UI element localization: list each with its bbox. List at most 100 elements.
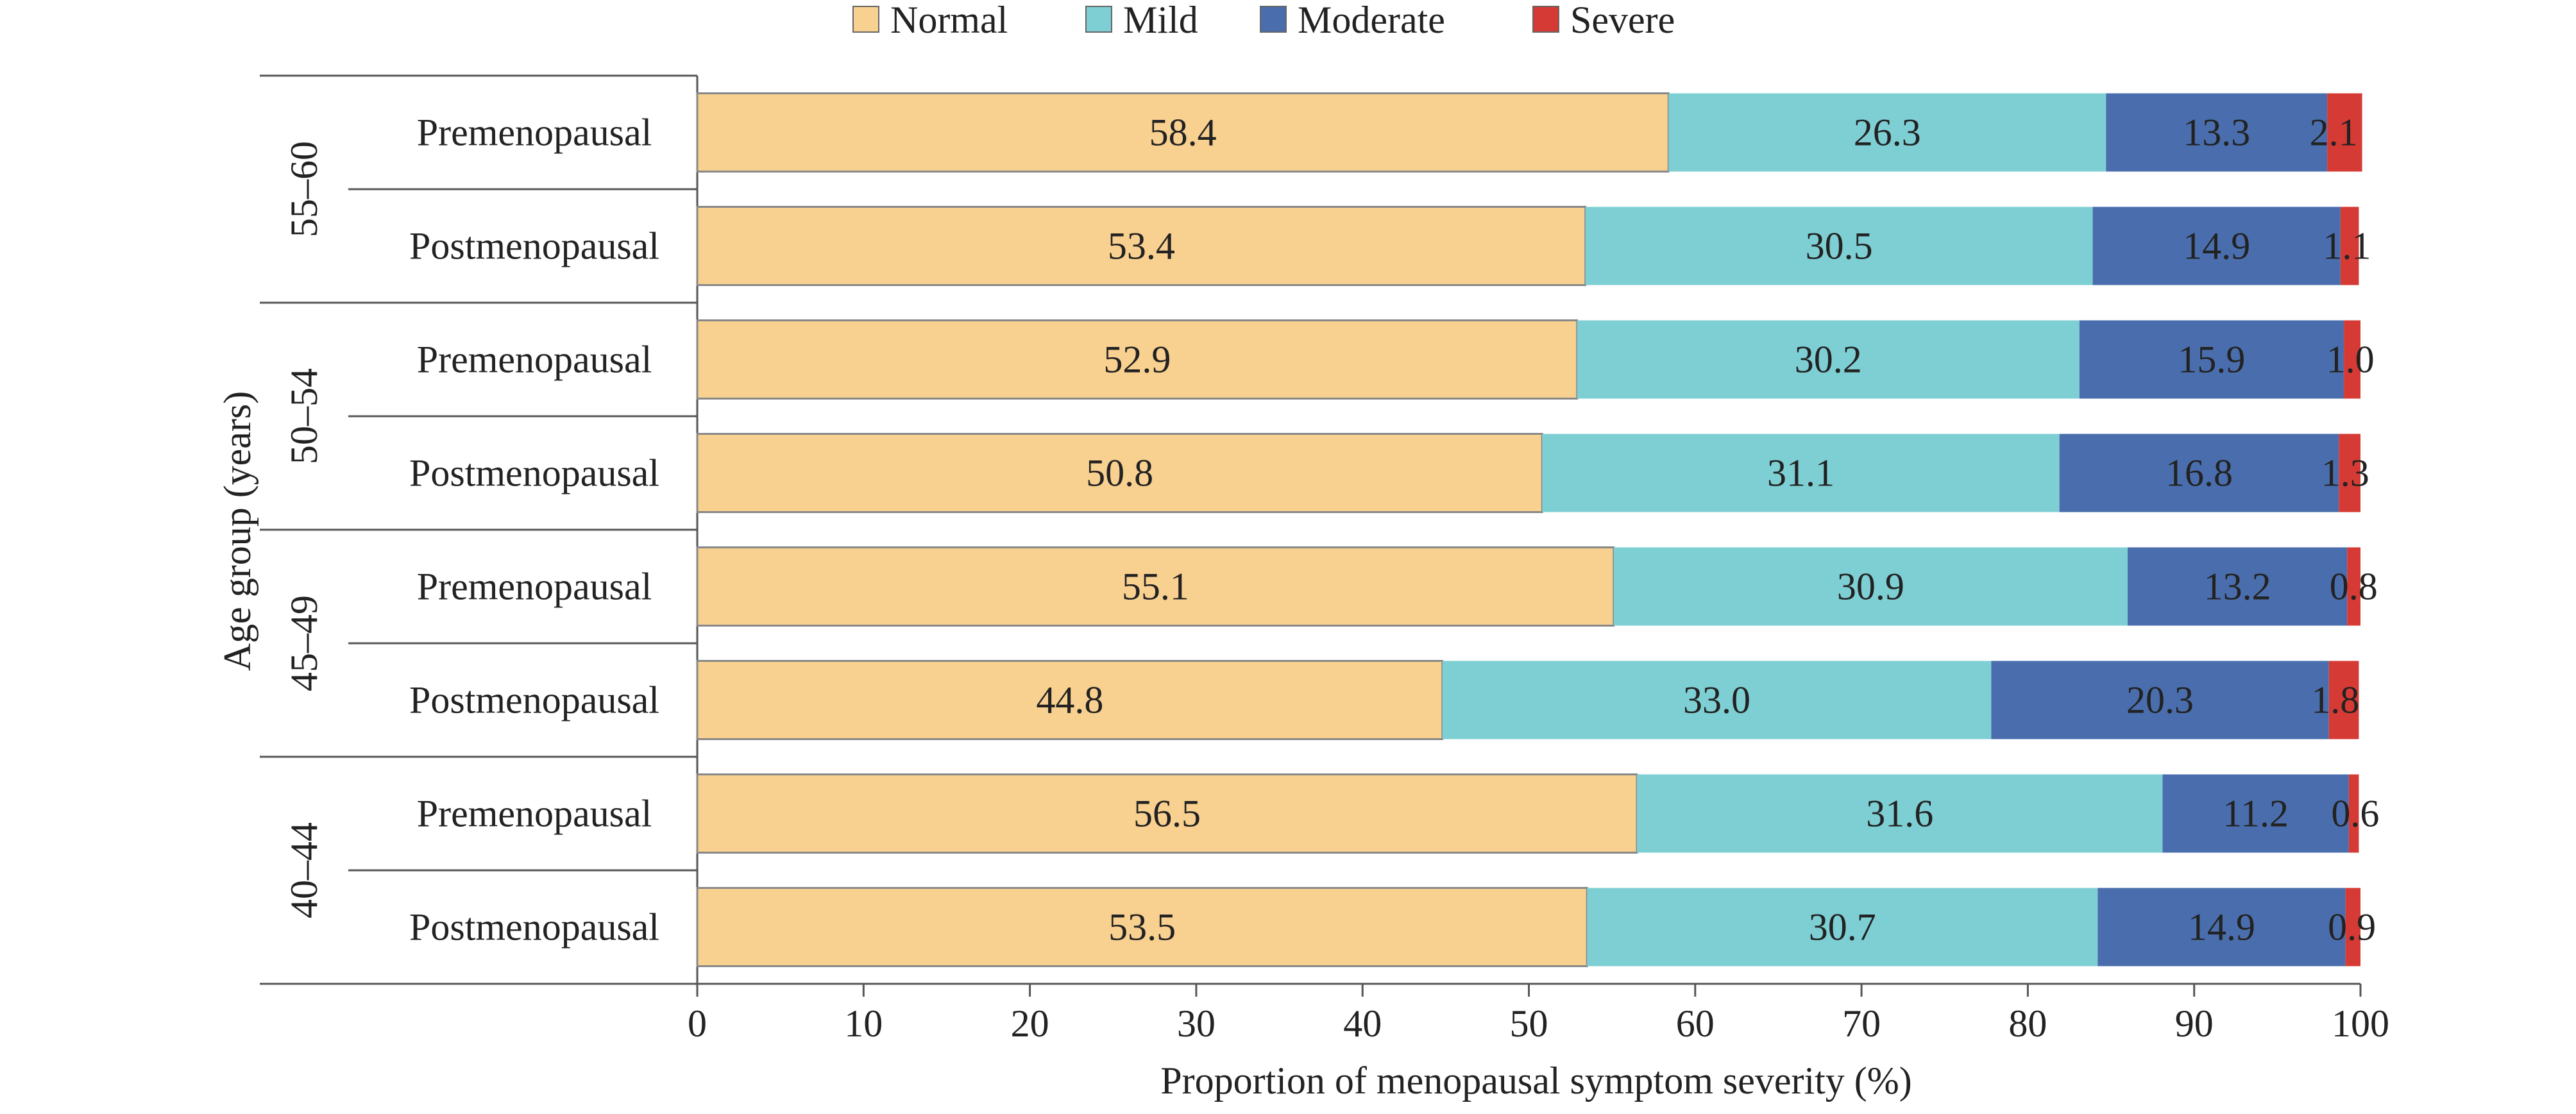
age-group-labels: 55–60 50–54 45–49 40–44	[283, 141, 325, 918]
row-label: Premenopausal	[417, 112, 652, 154]
bar-segment	[2344, 320, 2360, 399]
data-label: 55.1	[1122, 566, 1189, 608]
legend-swatch	[1532, 6, 1559, 33]
data-label: 11.2	[2223, 793, 2289, 835]
bar-segment	[2340, 207, 2359, 285]
x-tick-label: 70	[1842, 1002, 1881, 1045]
bar-segment	[1587, 888, 2098, 966]
legend-label: Normal	[890, 0, 1008, 41]
bar-segment	[1637, 774, 2163, 853]
data-label: 16.8	[2165, 452, 2233, 494]
bar-segment	[2097, 888, 2346, 966]
bar-segment	[2092, 207, 2341, 285]
bar-segment	[2106, 93, 2328, 172]
data-label: 31.1	[1767, 452, 1835, 494]
data-label: 1.0	[2326, 339, 2375, 381]
age-group-label: 50–54	[283, 368, 325, 464]
bar-segment	[1577, 320, 2080, 399]
bars: 58.4 26.3 13.3 2.1 53.4 30.5 14.9 1.1 52.9 30.2 15…	[696, 92, 2379, 967]
x-tick-label: 50	[1510, 1002, 1548, 1045]
bar-segment	[1991, 661, 2329, 739]
bar-segment	[2127, 547, 2348, 626]
bar-segment	[1668, 93, 2106, 172]
data-label: 26.3	[1854, 112, 1921, 154]
bar-segment	[696, 887, 1588, 967]
bar-segment	[1585, 207, 2093, 285]
data-label: 44.8	[1036, 679, 1103, 722]
data-label: 30.2	[1795, 339, 1862, 381]
data-label: 30.7	[1809, 906, 1876, 949]
bar-segment	[1542, 434, 2060, 512]
row-label: Postmenopausal	[409, 452, 659, 494]
age-group-label: 40–44	[283, 822, 325, 918]
x-tick-label: 20	[1011, 1002, 1049, 1045]
data-label: 20.3	[2126, 679, 2194, 722]
row-label: Postmenopausal	[409, 906, 659, 949]
row-label: Premenopausal	[417, 793, 652, 835]
data-label: 13.2	[2204, 566, 2271, 608]
bar-segment	[696, 319, 1579, 400]
bar-segment	[2328, 661, 2359, 739]
bar-segment	[2345, 888, 2360, 966]
legend-label: Moderate	[1298, 0, 1445, 41]
x-tick-label: 90	[2175, 1002, 2214, 1045]
data-label: 53.4	[1108, 225, 1175, 267]
bar-segment	[1442, 661, 1992, 739]
data-label: 56.5	[1133, 793, 1201, 835]
bar-segment	[696, 546, 1615, 627]
legend-label: Severe	[1570, 0, 1675, 41]
data-label: 0.9	[2328, 906, 2376, 949]
bar-segment	[2162, 774, 2349, 853]
bar-segment	[696, 433, 1543, 513]
x-tick-label: 80	[2008, 1002, 2047, 1045]
data-label: 13.3	[2183, 112, 2250, 154]
bar-segment	[696, 660, 1444, 740]
data-label: 14.9	[2183, 225, 2250, 267]
legend-swatch	[1085, 6, 1112, 33]
bar-segment	[696, 773, 1638, 854]
legend-label: Mild	[1123, 0, 1198, 41]
data-label: 2.1	[2310, 112, 2358, 154]
data-label: 1.1	[2323, 225, 2371, 267]
data-label: 15.9	[2178, 339, 2245, 381]
data-label: 52.9	[1103, 339, 1171, 381]
row-label: Premenopausal	[417, 339, 652, 381]
age-group-label: 45–49	[283, 595, 325, 691]
data-label: 33.0	[1683, 679, 1750, 722]
legend: Normal Mild Moderate Severe	[852, 0, 1675, 41]
bar-segment	[2348, 774, 2359, 853]
data-label: 1.3	[2321, 452, 2369, 494]
bar-segment	[2347, 547, 2360, 626]
bar-segment	[1613, 547, 2128, 626]
data-label: 58.4	[1149, 112, 1217, 154]
data-label: 14.9	[2188, 906, 2255, 949]
data-label: 30.5	[1806, 225, 1873, 267]
x-tick-label: 100	[2332, 1002, 2389, 1045]
x-tick-label: 30	[1177, 1002, 1216, 1045]
data-label: 0.6	[2331, 793, 2379, 835]
y-axis-label: Age group (years)	[216, 391, 258, 671]
bar-segment	[2327, 93, 2362, 172]
bar-segment	[2059, 434, 2339, 512]
x-axis: 0 10 20 30 40 50 60 70 80 90 100	[688, 984, 2389, 1045]
data-label: 31.6	[1866, 793, 1933, 835]
x-tick-label: 40	[1343, 1002, 1382, 1045]
row-label: Postmenopausal	[409, 679, 659, 722]
bar-segment	[696, 206, 1587, 286]
row-labels: Premenopausal Postmenopausal Premenopausal…	[409, 112, 659, 949]
data-label: 30.9	[1837, 566, 1904, 608]
row-label: Premenopausal	[417, 566, 652, 608]
legend-swatch	[1260, 6, 1287, 33]
x-tick-label: 0	[688, 1002, 707, 1045]
legend-swatch	[852, 6, 879, 33]
age-group-label: 55–60	[283, 141, 325, 237]
x-tick-label: 10	[844, 1002, 883, 1045]
row-label: Postmenopausal	[409, 225, 659, 267]
bar-segment	[2339, 434, 2360, 512]
data-label: 50.8	[1086, 452, 1153, 494]
bar-segment	[2079, 320, 2344, 399]
x-tick-label: 60	[1676, 1002, 1715, 1045]
x-axis-label: Proportion of menopausal symptom severit…	[1160, 1059, 1911, 1102]
data-label: 0.8	[2330, 566, 2378, 608]
